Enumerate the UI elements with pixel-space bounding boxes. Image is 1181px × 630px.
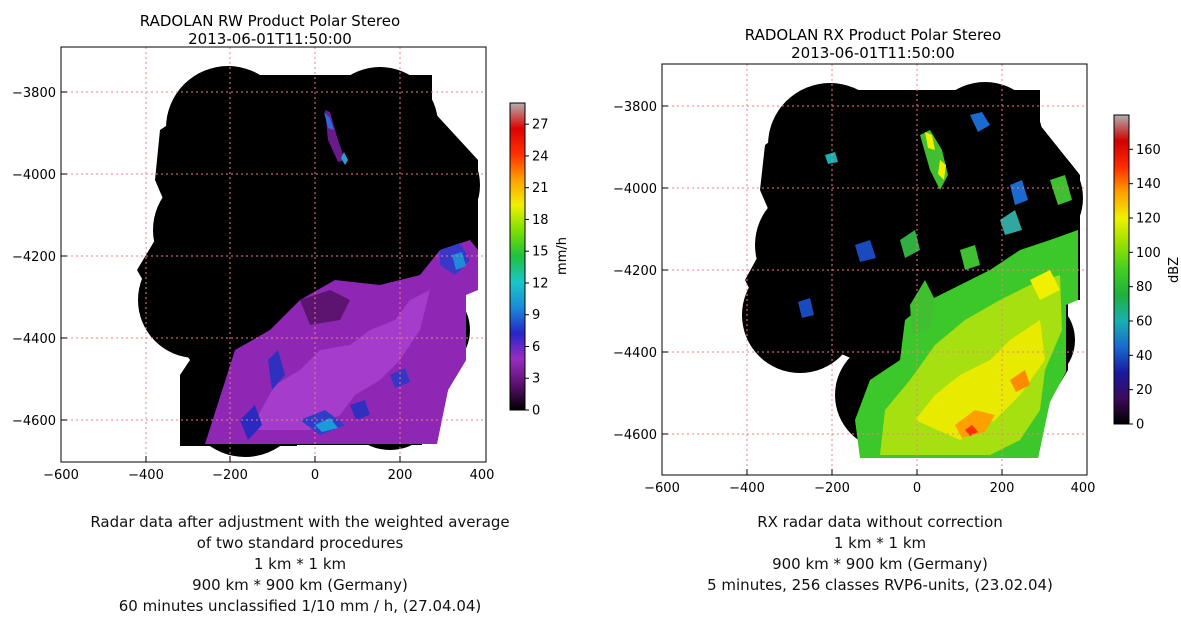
rw-caption-line: of two standard procedures xyxy=(196,534,404,552)
rw-colorbar-tick-label: 3 xyxy=(532,372,540,387)
rx-x-tick-label: 200 xyxy=(990,481,1015,496)
rx-colorbar-tick-label: 160 xyxy=(1136,143,1161,158)
rw-colorbar-tick-label: 24 xyxy=(532,149,549,164)
rw-x-axis: −600 −400 −200 0 200 400 xyxy=(43,456,494,483)
rx-colorbar-bar xyxy=(1113,114,1130,425)
rx-caption: RX radar data without correction 1 km * … xyxy=(620,512,1140,596)
rx-x-tick-label: 0 xyxy=(913,481,921,496)
rx-colorbar-tick-label: 80 xyxy=(1136,280,1153,295)
rw-axes-frame xyxy=(60,46,487,463)
rw-colorbar-tick-label: 12 xyxy=(532,276,549,291)
rx-colorbar-tick-label: 140 xyxy=(1136,177,1161,192)
rw-colorbar-tick-label: 0 xyxy=(532,404,540,419)
rw-y-tick-label: −3800 xyxy=(12,86,56,101)
rx-y-tick-label: −4200 xyxy=(613,264,657,279)
rx-colorbar-tick-label: 60 xyxy=(1136,315,1153,330)
rw-colorbar-tick-label: 6 xyxy=(532,340,540,355)
rx-colorbar-tick-label: 20 xyxy=(1136,383,1153,398)
rx-x-axis: −600 −400 −200 0 200 400 xyxy=(644,469,1095,496)
rw-grid xyxy=(61,47,486,462)
rw-colorbar-ticks: 0 3 6 9 12 15 18 21 24 27 xyxy=(525,118,549,419)
rx-caption-line: 5 minutes, 256 classes RVP6-units, (23.0… xyxy=(707,576,1053,594)
rw-chart-title: RADOLAN RW Product Polar Stereo xyxy=(140,12,400,30)
rw-x-tick-label: −600 xyxy=(43,468,79,483)
rx-panel: RADOLAN RX Product Polar Stereo 2013-06-… xyxy=(613,26,1181,496)
rw-caption-line: 900 km * 900 km (Germany) xyxy=(192,576,408,594)
rx-x-tick-label: −400 xyxy=(729,481,765,496)
rx-colorbar-label: dBZ xyxy=(1167,257,1181,283)
rx-caption-line: 1 km * 1 km xyxy=(833,534,927,552)
rw-colorbar-label: mm/h xyxy=(555,237,570,275)
rw-colorbar-bar xyxy=(509,102,526,411)
rx-colorbar: 0 20 40 60 80 100 120 140 160 dBZ xyxy=(1113,114,1181,433)
rx-y-tick-label: −4000 xyxy=(613,182,657,197)
rx-colorbar-tick-label: 100 xyxy=(1136,246,1161,261)
rw-caption: Radar data after adjustment with the wei… xyxy=(20,512,580,617)
rx-chart-subtitle: 2013-06-01T11:50:00 xyxy=(791,44,955,62)
rx-x-tick-label: −200 xyxy=(814,481,850,496)
rw-colorbar-tick-label: 15 xyxy=(532,245,549,260)
rw-y-tick-label: −4400 xyxy=(12,332,56,347)
rw-precip-area xyxy=(205,110,478,444)
rx-radar-image xyxy=(742,82,1083,458)
rw-chart-subtitle: 2013-06-01T11:50:00 xyxy=(188,30,352,48)
rx-chart-title: RADOLAN RX Product Polar Stereo xyxy=(745,26,1001,44)
rw-y-tick-label: −4600 xyxy=(12,414,56,429)
rx-colorbar-tick-label: 120 xyxy=(1136,212,1161,227)
rw-colorbar-tick-label: 27 xyxy=(532,118,549,133)
rw-y-axis: −3800 −4000 −4200 −4400 −4600 xyxy=(12,86,67,429)
rw-caption-line: 60 minutes unclassified 1/10 mm / h, (27… xyxy=(118,597,482,615)
rx-echo-area xyxy=(798,112,1078,458)
rw-y-tick-label: −4200 xyxy=(12,250,56,265)
rx-colorbar-ticks: 0 20 40 60 80 100 120 140 160 xyxy=(1129,143,1161,433)
rw-radar-image xyxy=(137,66,480,457)
rx-colorbar-tick-label: 40 xyxy=(1136,349,1153,364)
rw-x-tick-label: 0 xyxy=(311,468,319,483)
rx-caption-line: RX radar data without correction xyxy=(757,513,1003,531)
rw-x-tick-label: −400 xyxy=(128,468,164,483)
rw-colorbar-tick-label: 18 xyxy=(532,213,549,228)
rx-y-tick-label: −3800 xyxy=(613,100,657,115)
rw-y-tick-label: −4000 xyxy=(12,168,56,183)
rx-y-tick-label: −4400 xyxy=(613,346,657,361)
rw-colorbar-tick-label: 9 xyxy=(532,308,540,323)
rx-x-tick-label: 400 xyxy=(1071,481,1096,496)
rw-colorbar-tick-label: 21 xyxy=(532,181,549,196)
rx-x-tick-label: −600 xyxy=(644,481,680,496)
rw-x-tick-label: 200 xyxy=(388,468,413,483)
rw-caption-line: 1 km * 1 km xyxy=(253,555,347,573)
rw-x-tick-label: 400 xyxy=(470,468,495,483)
rw-x-tick-label: −200 xyxy=(212,468,248,483)
rx-y-axis: −3800 −4000 −4200 −4400 −4600 xyxy=(613,100,668,443)
rw-panel: RADOLAN RW Product Polar Stereo 2013-06-… xyxy=(12,12,570,483)
rw-caption-line: Radar data after adjustment with the wei… xyxy=(90,513,510,531)
rx-grid xyxy=(662,64,1087,475)
rx-colorbar-tick-label: 0 xyxy=(1136,418,1144,433)
rx-caption-line: 900 km * 900 km (Germany) xyxy=(772,555,988,573)
rw-colorbar: 0 3 6 9 12 15 18 21 24 27 mm/h xyxy=(509,102,570,419)
rx-y-tick-label: −4600 xyxy=(613,428,657,443)
